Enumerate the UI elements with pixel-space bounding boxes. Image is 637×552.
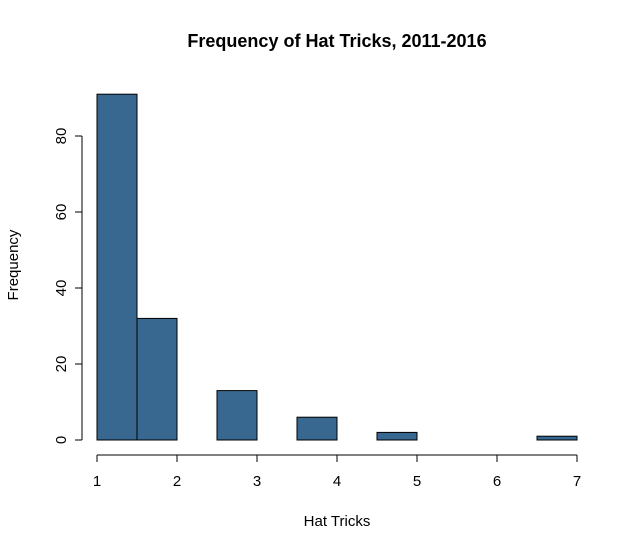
y-axis-label: Frequency xyxy=(5,229,22,300)
x-axis-label: Hat Tricks xyxy=(304,513,371,530)
x-tick-label: 2 xyxy=(173,473,181,490)
bar xyxy=(536,435,578,441)
y-tick-label: 20 xyxy=(53,356,70,373)
chart-title: Frequency of Hat Tricks, 2011-2016 xyxy=(187,31,486,51)
x-tick-label: 4 xyxy=(333,473,341,490)
x-tick-label: 1 xyxy=(93,473,101,490)
y-tick-label: 80 xyxy=(53,128,70,145)
x-tick-label: 3 xyxy=(253,473,261,490)
y-tick-label: 0 xyxy=(53,436,70,444)
bar xyxy=(96,93,138,441)
y-tick-label: 40 xyxy=(53,280,70,297)
y-tick-label: 60 xyxy=(53,204,70,221)
bar xyxy=(376,431,418,441)
x-tick-label: 7 xyxy=(573,473,581,490)
bar xyxy=(216,390,258,441)
bar xyxy=(296,416,338,441)
x-tick-label: 6 xyxy=(493,473,501,490)
bar xyxy=(136,317,178,441)
x-tick-label: 5 xyxy=(413,473,421,490)
